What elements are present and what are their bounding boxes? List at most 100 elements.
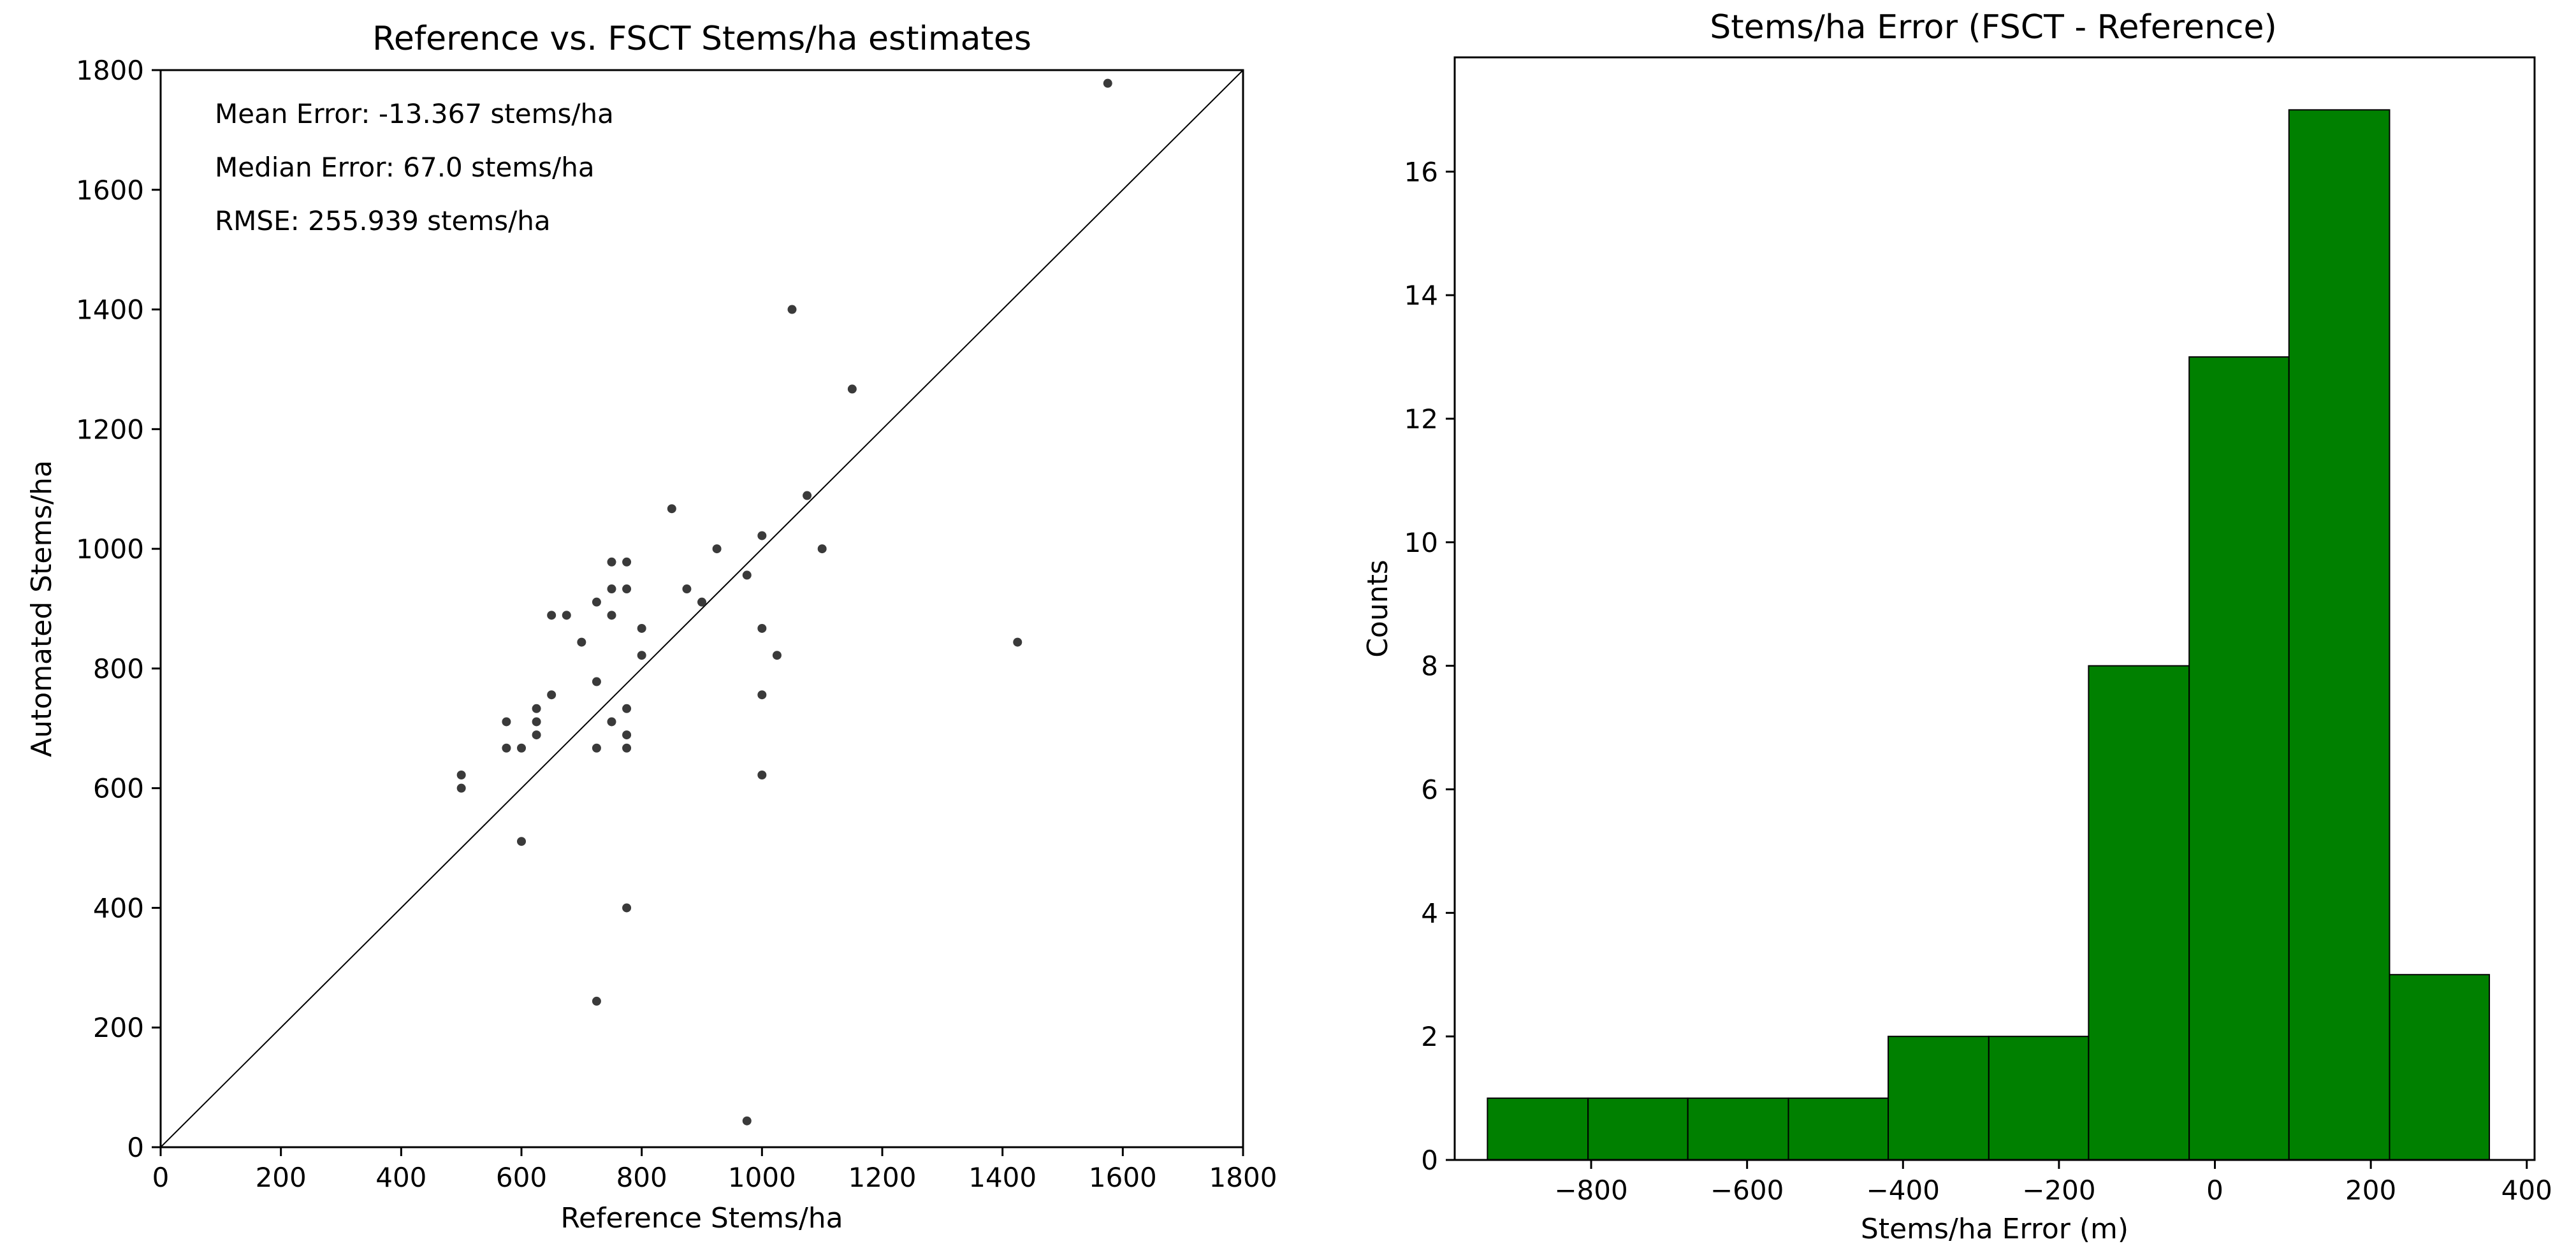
identity-reference-line [160,69,1244,1148]
y-tick-label: 1000 [76,533,144,565]
scatter-point [547,690,557,700]
histogram-bar [2088,665,2190,1161]
scatter-point [622,584,632,594]
identity-line [160,69,1244,1148]
scatter-point [562,611,571,620]
scatter-point [757,690,767,700]
histogram-bar [2188,356,2290,1161]
scatter-point [517,837,526,846]
histogram-bar [1988,1036,2090,1161]
y-tick-label: 12 [1404,403,1438,435]
y-tick-label: 6 [1421,774,1438,805]
x-tick-label: −600 [1710,1175,1784,1206]
scatter-point [592,677,601,686]
x-tick-label: 600 [496,1162,547,1193]
histogram-x-ticks: −800 −600 −400 −200 0 200 400 [1554,1160,2552,1206]
scatter-point [532,704,541,713]
y-tick-label: 1800 [76,55,144,86]
scatter-annotations: Mean Error: -13.367 stems/ha Median Error… [215,98,614,236]
histogram-bar [2288,109,2390,1161]
stats-annotation: Mean Error: -13.367 stems/ha [215,98,614,129]
scatter-point [1013,637,1022,647]
histogram-bar [1888,1036,1990,1161]
scatter-point [607,584,616,594]
histogram-plot-frame [1453,56,2536,1161]
stats-annotation: RMSE: 255.939 stems/ha [215,205,551,236]
y-tick-label: 200 [93,1012,144,1043]
histogram-bar [1787,1097,1889,1161]
histogram-bar [1687,1097,1789,1161]
histogram-bars [1487,109,2491,1161]
scatter-plot-frame [159,69,1244,1148]
scatter-point [592,996,601,1006]
scatter-point [637,651,646,660]
scatter-point [577,637,586,647]
x-tick-label: 1000 [728,1162,796,1193]
histogram-bar [1587,1097,1689,1161]
histogram-bar [2389,974,2491,1161]
x-tick-label: 200 [256,1162,307,1193]
scatter-point [622,743,632,753]
y-tick-label: 0 [127,1132,144,1163]
scatter-point [742,570,752,580]
scatter-point [682,584,692,594]
scatter-point [456,783,466,793]
scatter-point [517,743,526,753]
scatter-point [697,597,706,607]
scatter-chart-title: Reference vs. FSCT Stems/ha estimates [372,20,1031,58]
x-tick-label: 800 [616,1162,667,1193]
x-tick-label: 400 [2501,1175,2552,1206]
y-tick-label: 1600 [76,175,144,206]
x-tick-label: 1600 [1089,1162,1157,1193]
x-tick-label: 400 [375,1162,426,1193]
x-tick-label: 1400 [968,1162,1037,1193]
y-tick-label: 2 [1421,1021,1438,1052]
scatter-chart: Reference vs. FSCT Stems/ha estimates 0 2… [25,20,1277,1235]
scatter-points [456,78,1112,1126]
x-tick-label: 0 [2206,1175,2223,1206]
scatter-y-axis-label: Automated Stems/ha [25,460,58,757]
scatter-point [803,491,812,500]
scatter-point [502,743,511,753]
scatter-point [547,611,557,620]
scatter-point [757,531,767,540]
y-tick-label: 0 [1421,1145,1438,1176]
y-tick-label: 8 [1421,651,1438,682]
y-tick-label: 800 [93,653,144,684]
y-tick-label: 16 [1404,156,1438,187]
scatter-point [637,623,646,633]
histogram-x-axis-label: Stems/ha Error (m) [1861,1213,2128,1245]
y-tick-label: 1400 [76,294,144,326]
histogram-chart-title: Stems/ha Error (FSCT - Reference) [1710,8,2277,47]
x-tick-label: −400 [1867,1175,1940,1206]
scatter-point [532,717,541,727]
scatter-point [607,717,616,727]
scatter-x-ticks: 0 200 400 600 800 1000 1200 1400 1600 1800 [152,1147,1277,1193]
histogram-y-axis-label: Counts [1362,560,1394,658]
y-tick-label: 4 [1421,897,1438,929]
scatter-point [787,305,797,314]
stats-annotation: Median Error: 67.0 stems/ha [215,152,595,183]
x-tick-label: −200 [2022,1175,2095,1206]
scatter-point [847,384,857,394]
scatter-point [502,717,511,727]
y-tick-label: 600 [93,773,144,804]
scatter-point [742,1116,752,1126]
scatter-point [817,544,827,554]
x-tick-label: 1200 [848,1162,917,1193]
x-tick-label: 200 [2345,1175,2396,1206]
scatter-point [667,504,676,514]
y-tick-label: 10 [1404,527,1438,558]
scatter-point [622,704,632,713]
histogram-chart: Stems/ha Error (FSCT - Reference) −800 −6… [1362,8,2552,1245]
y-tick-label: 1200 [76,414,144,445]
scatter-point [607,611,616,620]
scatter-point [622,557,632,567]
scatter-point [622,730,632,740]
scatter-point [532,730,541,740]
scatter-point [592,597,601,607]
y-tick-label: 14 [1404,280,1438,311]
scatter-point [757,623,767,633]
scatter-x-axis-label: Reference Stems/ha [560,1202,843,1235]
